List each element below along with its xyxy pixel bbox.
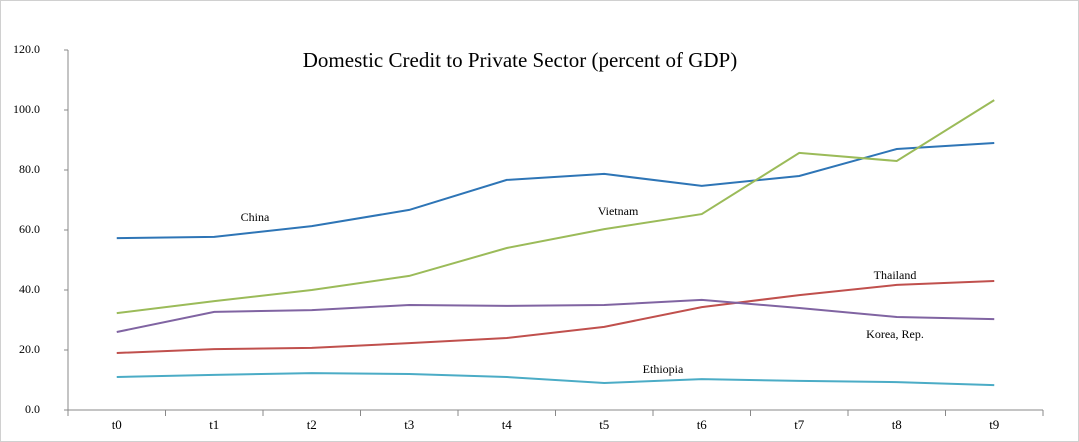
x-tick-label: t8 [892, 417, 902, 432]
series-line [116, 142, 995, 240]
x-tick-label: t4 [502, 417, 513, 432]
series-label: Thailand [874, 268, 917, 282]
x-tick-label: t3 [404, 417, 414, 432]
y-tick-label: 100.0 [13, 102, 40, 116]
y-tick-label: 20.0 [19, 342, 40, 356]
chart-title: Domestic Credit to Private Sector (perce… [303, 48, 737, 72]
series-line [116, 372, 995, 387]
x-tick-label: t9 [989, 417, 999, 432]
series-line [116, 298, 995, 333]
x-tick-label: t2 [307, 417, 317, 432]
y-tick-label: 0.0 [25, 402, 40, 416]
y-tick-label: 40.0 [19, 282, 40, 296]
x-tick-label: t0 [112, 417, 122, 432]
x-tick-label: t7 [794, 417, 805, 432]
series-label: Ethiopia [643, 362, 684, 376]
y-tick-label: 120.0 [13, 42, 40, 56]
y-tick-label: 60.0 [19, 222, 40, 236]
series-line [116, 99, 995, 315]
y-tick-label: 80.0 [19, 162, 40, 176]
x-tick-label: t5 [599, 417, 609, 432]
x-tick-label: t1 [209, 417, 219, 432]
series-line [116, 280, 995, 354]
series-label: Vietnam [598, 204, 639, 218]
series-label: China [241, 210, 270, 224]
x-tick-label: t6 [697, 417, 708, 432]
series-label: Korea, Rep. [866, 327, 924, 341]
